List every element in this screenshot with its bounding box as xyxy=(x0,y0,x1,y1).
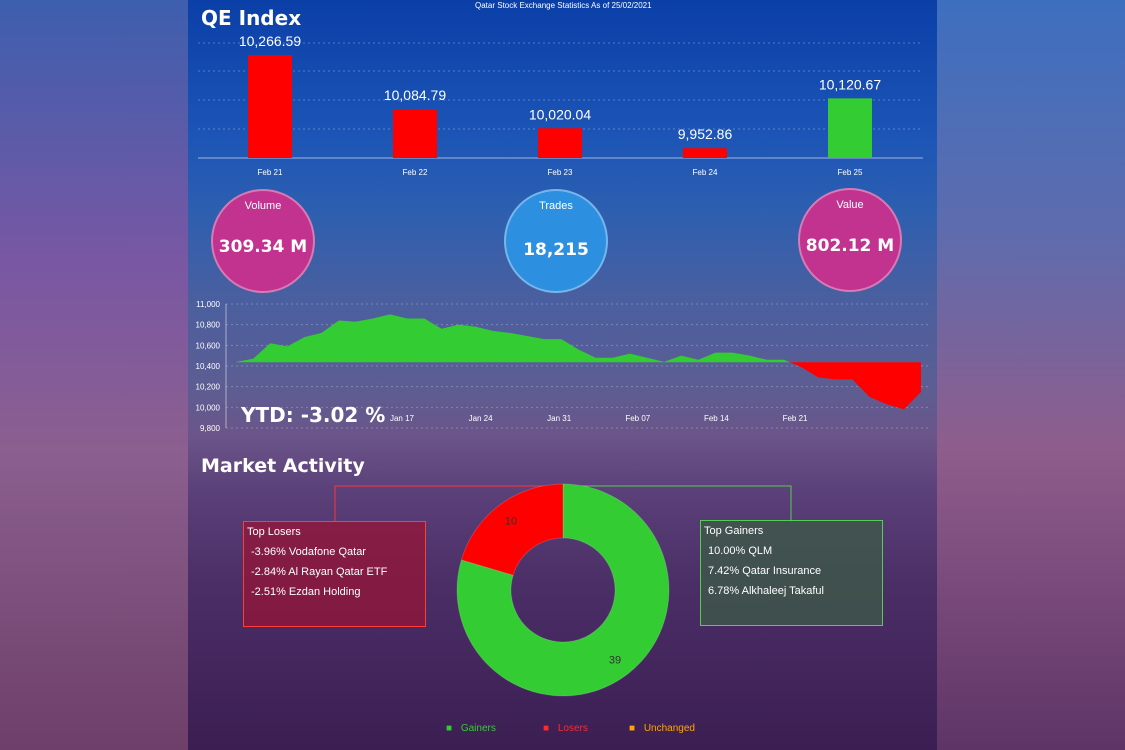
top-gainers-box: Top Gainers 10.00% QLM 7.42% Qatar Insur… xyxy=(700,520,883,626)
volume-stat: Volume 309.34 M xyxy=(211,189,315,293)
bar-tick-label: Feb 22 xyxy=(403,168,428,177)
bar xyxy=(683,148,727,158)
area-y-tick-label: 11,000 xyxy=(196,300,220,309)
donut-slice xyxy=(456,483,670,697)
bar-tick-label: Feb 25 xyxy=(838,168,863,177)
area-loss-region xyxy=(789,362,921,410)
donut-data-label: 10 xyxy=(505,515,517,527)
bar-data-label: 10,120.67 xyxy=(819,76,881,92)
bar-data-label: 10,084.79 xyxy=(384,87,446,103)
gainer-item: 6.78% Alkhaleej Takaful xyxy=(708,585,824,597)
legend-gainers: ■ Gainers xyxy=(446,723,496,734)
qe-index-bar-chart: 10,266.59 Feb 21 10,084.79 Feb 22 10,020.04 F… xyxy=(198,33,923,177)
legend-losers-label: Losers xyxy=(557,723,588,734)
bar xyxy=(828,98,872,158)
value-label: Value xyxy=(836,199,864,211)
area-y-tick-label: 10,600 xyxy=(196,341,221,350)
gainer-item: 10.00% QLM xyxy=(708,545,773,557)
top-losers-box: Top Losers -3.96% Vodafone Qatar -2.84% … xyxy=(243,521,426,627)
loser-item: -2.84% Al Rayan Qatar ETF xyxy=(251,566,388,578)
bar xyxy=(538,128,582,158)
top-gainers-title: Top Gainers xyxy=(704,525,764,537)
volume-value: 309.34 M xyxy=(218,237,308,257)
page-title: QE Index xyxy=(201,6,302,30)
area-y-tick-label: 10,200 xyxy=(196,383,221,392)
ytd-label: YTD: -3.02 % xyxy=(241,403,386,427)
left-backdrop xyxy=(0,0,188,750)
bar-tick-label: Feb 24 xyxy=(693,168,718,177)
ytd-area-chart: 9,800 10,000 10,200 10,400 10,600 10,800 11,00… xyxy=(196,300,928,433)
area-x-tick-label: Jan 31 xyxy=(547,414,572,423)
value-value: 802.12 M xyxy=(805,236,895,256)
value-stat: Value 802.12 M xyxy=(798,188,902,292)
area-y-tick-label: 10,800 xyxy=(196,321,221,330)
area-gain-region xyxy=(236,314,790,363)
area-x-tick-label: Feb 21 xyxy=(783,414,808,423)
dashboard-panel: QE Index Qatar Stock Exchange Statistics… xyxy=(188,0,937,750)
bar xyxy=(393,109,437,158)
loser-item: -3.96% Vodafone Qatar xyxy=(251,546,366,558)
legend-unchanged-label: Unchanged xyxy=(643,723,695,734)
market-activity-title: Market Activity xyxy=(201,455,365,477)
bar-data-label: 9,952.86 xyxy=(678,126,733,142)
legend-losers-dot: ■ xyxy=(543,723,550,734)
right-backdrop xyxy=(937,0,1125,750)
trades-value: 18,215 xyxy=(523,240,589,260)
trades-stat: Trades 18,215 xyxy=(504,189,608,293)
area-y-tick-label: 10,000 xyxy=(196,403,221,412)
legend-unchanged: ■ Unchanged xyxy=(629,723,695,734)
area-y-tick-label: 9,800 xyxy=(200,424,221,433)
donut-data-label: 39 xyxy=(609,655,621,667)
bar-tick-label: Feb 23 xyxy=(548,168,573,177)
legend-gainers-label: Gainers xyxy=(460,723,496,734)
legend-gainers-dot: ■ xyxy=(446,723,453,734)
loser-item: -2.51% Ezdan Holding xyxy=(251,586,361,598)
area-x-tick-label: Jan 24 xyxy=(469,414,494,423)
market-activity-donut: 39 10 xyxy=(334,483,792,697)
legend-losers: ■ Losers xyxy=(543,723,588,734)
donut-slice xyxy=(460,483,564,576)
bar-data-label: 10,020.04 xyxy=(529,106,591,122)
area-x-tick-label: Jan 17 xyxy=(390,414,415,423)
trades-label: Trades xyxy=(539,200,573,212)
page-subtitle: Qatar Stock Exchange Statistics As of 25… xyxy=(475,1,652,10)
volume-label: Volume xyxy=(244,200,282,212)
top-losers-title: Top Losers xyxy=(247,526,301,538)
legend-unchanged-dot: ■ xyxy=(629,723,636,734)
area-x-tick-label: Feb 14 xyxy=(704,414,729,423)
area-y-tick-label: 10,400 xyxy=(196,362,221,371)
gainer-item: 7.42% Qatar Insurance xyxy=(708,565,822,577)
bar-tick-label: Feb 21 xyxy=(258,168,283,177)
area-x-tick-label: Feb 07 xyxy=(625,414,650,423)
bar-data-label: 10,266.59 xyxy=(239,33,301,49)
bar xyxy=(248,55,292,158)
